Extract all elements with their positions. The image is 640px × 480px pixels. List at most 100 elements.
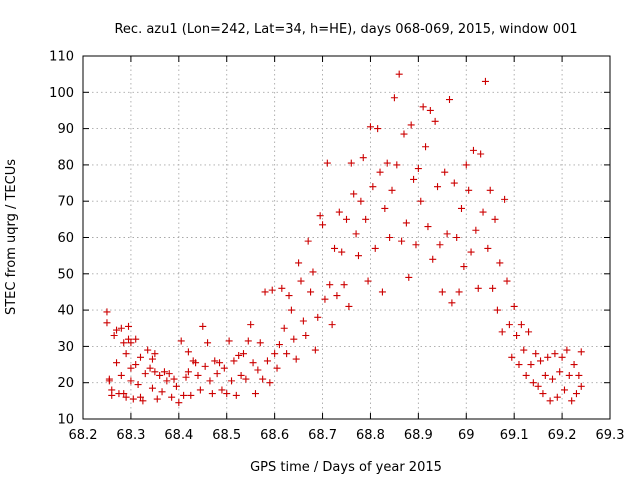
data-point [223,390,231,398]
data-point [558,353,566,361]
data-point [275,341,283,349]
data-point [577,348,585,356]
data-point [359,154,367,162]
data-point [184,348,192,356]
data-point [220,364,228,372]
data-point [273,364,281,372]
data-point [419,103,427,111]
data-point [196,386,204,394]
data-point [103,319,111,327]
data-point [206,377,214,385]
data-point [366,123,374,131]
data-point [503,277,511,285]
data-point [520,346,528,354]
data-point [153,395,161,403]
data-point [175,399,183,407]
data-point [491,215,499,223]
data-point [194,371,202,379]
data-point [120,390,128,398]
data-point [295,259,303,267]
data-point [110,332,118,340]
data-point [412,241,420,249]
data-point [144,346,152,354]
data-point [127,364,135,372]
data-point [551,350,559,358]
data-point [132,361,140,369]
data-point [249,359,257,367]
data-point [287,306,295,314]
data-point [225,337,233,345]
data-point [239,350,247,358]
data-point [525,328,533,336]
data-point [560,386,568,394]
y-tick-label: 110 [49,50,74,65]
data-point [204,339,212,347]
data-point [323,159,331,167]
data-point [192,359,200,367]
data-point [299,317,307,325]
data-point [431,117,439,125]
data-point [180,391,188,399]
data-point [460,263,468,271]
data-point [132,335,140,343]
data-point [251,390,259,398]
data-point [364,277,372,285]
data-point [297,277,305,285]
data-point [371,244,379,252]
data-point [417,197,425,205]
data-point [338,248,346,256]
data-point [481,77,489,85]
data-point [333,292,341,300]
data-point [572,390,580,398]
data-point [148,355,156,363]
data-point [113,326,121,334]
data-point [446,96,454,104]
data-point [108,391,116,399]
data-point [290,335,298,343]
data-point [565,371,573,379]
data-point [534,382,542,390]
data-point [570,361,578,369]
data-point [340,281,348,289]
data-point [381,204,389,212]
data-point [134,381,142,389]
data-point [414,165,422,173]
data-point [455,288,463,296]
data-point [263,357,271,365]
data-point [465,186,473,194]
data-point [199,322,207,330]
data-point [254,366,262,374]
data-point [486,186,494,194]
data-point [309,268,317,276]
y-tick-label: 90 [57,122,74,137]
x-tick-label: 68.5 [212,428,241,443]
data-point [127,377,135,385]
data-point [117,324,125,332]
x-tick-label: 69.1 [500,428,529,443]
data-point [151,350,159,358]
data-point [362,215,370,223]
data-point [537,357,545,365]
x-tick-labels: 68.2 68.3 68.4 68.5 68.6 68.7 68.8 68.9 69 69.1 69… [69,428,625,443]
data-point [386,234,394,241]
data-point [343,215,350,223]
data-point [352,230,360,238]
data-point [496,259,504,267]
data-point [527,361,535,369]
data-point [383,159,391,167]
data-point [122,393,130,401]
data-point [438,288,446,296]
data-point [172,382,180,390]
data-point [261,288,269,296]
data-point [187,391,195,399]
data-point [335,208,343,216]
y-tick-label: 10 [57,413,74,428]
data-point [232,391,240,399]
data-point [410,175,418,183]
data-point [302,332,310,340]
data-point [163,377,171,385]
data-point [498,328,506,336]
data-point [216,359,224,367]
chart-title: Rec. azu1 (Lon=242, Lat=34, h=HE), days … [114,22,577,37]
data-point [165,370,173,378]
